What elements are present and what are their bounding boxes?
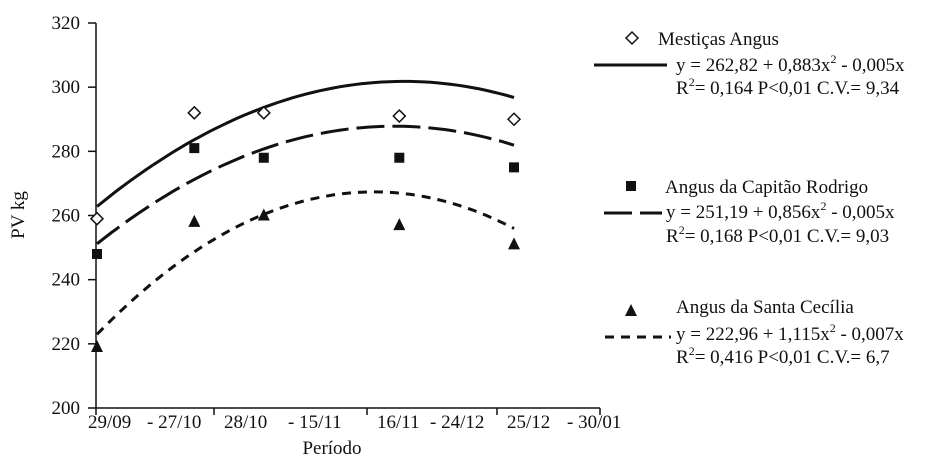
- x-tick-label: 16/11: [377, 412, 420, 433]
- legend-series-name: Mestiças Angus: [658, 29, 779, 50]
- r2-text: = 0,164 P<0,01 C.V.= 9,34: [694, 78, 900, 99]
- y-tick-label: 200: [52, 398, 81, 419]
- r2-text: = 0,168 P<0,01 C.V.= 9,03: [684, 226, 890, 247]
- legend-marker: [624, 30, 640, 46]
- x-axis-label: Período: [302, 438, 361, 459]
- data-point: [508, 237, 520, 250]
- legend-equation: y = 262,82 + 0,883x2 - 0,005x: [676, 51, 905, 77]
- y-tick-label: 280: [52, 141, 81, 162]
- legend-series-name: Angus da Capitão Rodrigo: [665, 177, 869, 198]
- legend-marker: [626, 181, 636, 191]
- y-tick-label: 240: [52, 270, 81, 291]
- data-point: [188, 214, 201, 227]
- equation-exponent: 2: [830, 51, 837, 66]
- legend-stats: R2= 0,164 P<0,01 C.V.= 9,34: [676, 74, 900, 100]
- equation-tail: - 0,005x: [826, 202, 895, 223]
- r2-prefix: R: [666, 226, 679, 247]
- x-tick-label: - 27/10: [147, 412, 201, 433]
- r2-prefix: R: [676, 78, 689, 99]
- legend-stats: R2= 0,416 P<0,01 C.V.= 6,7: [676, 343, 890, 369]
- data-point: [92, 249, 102, 259]
- fitted-curve: [96, 124, 515, 245]
- data-point: [187, 105, 202, 120]
- equation-main: y = 222,96 + 1,115x: [676, 324, 830, 345]
- r2-exponent: 2: [688, 74, 695, 89]
- r2-exponent: 2: [688, 343, 695, 358]
- fitted-curve: [96, 79, 515, 208]
- data-point: [392, 108, 407, 124]
- y-tick-label: 320: [52, 13, 81, 34]
- legend-stats: R2= 0,168 P<0,01 C.V.= 9,03: [666, 222, 890, 248]
- equation-tail: - 0,007x: [835, 324, 904, 345]
- x-tick-label: 28/10: [224, 412, 267, 433]
- equation-tail: - 0,005x: [836, 55, 905, 76]
- y-tick-label: 300: [52, 77, 81, 98]
- legend-equation: y = 251,19 + 0,856x2 - 0,005x: [666, 198, 895, 224]
- fitted-curve: [95, 190, 515, 336]
- y-tick-label: 220: [52, 334, 81, 355]
- data-point: [91, 340, 103, 353]
- x-tick-label: - 15/11: [288, 412, 342, 433]
- data-point: [509, 162, 519, 173]
- equation-exponent: 2: [829, 320, 836, 335]
- r2-exponent: 2: [678, 222, 685, 237]
- y-axis-label: PV kg: [8, 191, 29, 239]
- equation-exponent: 2: [820, 198, 827, 213]
- legend-series-name: Angus da Santa Cecília: [676, 297, 854, 318]
- x-tick-label: - 24/12: [430, 412, 484, 433]
- x-tick-label: 29/09: [88, 412, 131, 433]
- x-tick-label: - 30/01: [567, 412, 621, 433]
- data-point: [506, 112, 522, 127]
- data-point: [393, 218, 406, 231]
- data-point: [258, 152, 269, 163]
- data-point: [189, 143, 200, 154]
- equation-main: y = 251,19 + 0,856x: [666, 202, 821, 223]
- data-point: [89, 211, 105, 226]
- data-point: [394, 152, 405, 163]
- legend-marker: [625, 304, 637, 316]
- x-tick-label: 25/12: [507, 412, 550, 433]
- r2-prefix: R: [676, 347, 689, 368]
- data-point: [257, 208, 270, 221]
- legend-equation: y = 222,96 + 1,115x2 - 0,007x: [676, 320, 904, 346]
- data-point: [256, 105, 271, 120]
- y-tick-label: 260: [52, 206, 81, 227]
- equation-main: y = 262,82 + 0,883x: [676, 55, 831, 76]
- r2-text: = 0,416 P<0,01 C.V.= 6,7: [694, 347, 890, 368]
